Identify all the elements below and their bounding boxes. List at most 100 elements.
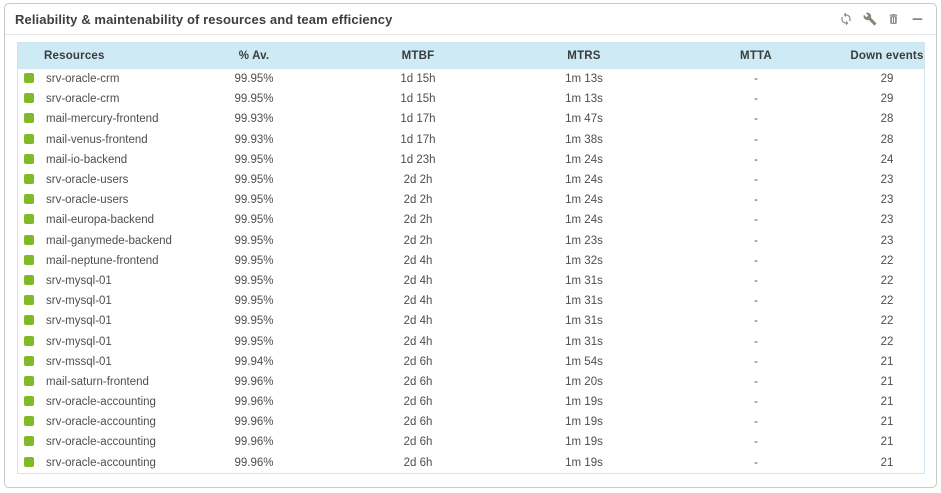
status-ok-icon [24, 295, 34, 306]
table-row: mail-ganymede-backend 99.95% 2d 2h 1m 23s - 2… [18, 231, 924, 251]
column-header-down-events: Down events [850, 43, 924, 69]
column-header-mtta: MTTA [662, 43, 850, 69]
down-events-cell: 21 [880, 456, 894, 469]
table-row: mail-io-backend 99.95% 1d 23h 1m 24s - 24 [18, 150, 924, 170]
down-events-cell: 22 [880, 295, 894, 308]
mtta-cell: - [754, 274, 758, 287]
mtta-cell: - [754, 254, 758, 267]
wrench-icon[interactable] [862, 12, 877, 27]
status-ok-icon [24, 335, 34, 346]
widget-toolbar [838, 12, 925, 27]
resource-cell: srv-mysql-01 [18, 331, 178, 351]
mtta-cell: - [754, 133, 758, 146]
resource-cell: mail-europa-backend [18, 210, 178, 230]
mtbf-cell: 1d 23h [400, 153, 436, 166]
mtbf-cell: 2d 2h [403, 194, 433, 207]
table-row: mail-saturn-frontend 99.96% 2d 6h 1m 20s - 21 [18, 372, 924, 392]
trash-icon[interactable] [886, 12, 901, 27]
minus-icon[interactable] [910, 12, 925, 27]
status-ok-icon [24, 214, 34, 225]
table-row: srv-mssql-01 99.94% 2d 6h 1m 54s - 21 [18, 352, 924, 372]
resource-name: srv-oracle-crm [46, 93, 120, 106]
status-ok-icon [24, 375, 34, 386]
availability-cell: 99.95% [234, 295, 274, 308]
status-ok-icon [24, 133, 34, 144]
mtrs-cell: 1m 19s [565, 416, 603, 429]
availability-cell: 99.96% [234, 416, 274, 429]
widget-header: Reliability & maintenability of resource… [5, 4, 936, 35]
table-row: srv-oracle-accounting 99.96% 2d 6h 1m 19s - 2… [18, 392, 924, 412]
table-row: srv-oracle-crm 99.95% 1d 15h 1m 13s - 29 [18, 69, 924, 89]
mtbf-cell: 2d 2h [403, 174, 433, 187]
resource-cell: srv-oracle-users [18, 190, 178, 210]
down-events-cell: 21 [880, 436, 894, 449]
status-ok-icon [24, 274, 34, 285]
resource-name: srv-mssql-01 [46, 355, 112, 368]
mtbf-cell: 2d 6h [403, 396, 433, 409]
status-ok-icon [24, 194, 34, 205]
availability-cell: 99.95% [234, 315, 274, 328]
status-ok-icon [24, 153, 34, 164]
availability-cell: 99.96% [234, 396, 274, 409]
down-events-cell: 23 [880, 234, 894, 247]
table-row: srv-oracle-crm 99.95% 1d 15h 1m 13s - 29 [18, 89, 924, 109]
availability-cell: 99.94% [234, 355, 274, 368]
mtrs-cell: 1m 19s [565, 456, 603, 469]
refresh-icon[interactable] [838, 12, 853, 27]
mtbf-cell: 1d 17h [400, 113, 436, 126]
table-row: srv-mysql-01 99.95% 2d 4h 1m 31s - 22 [18, 311, 924, 331]
resource-name: srv-mysql-01 [46, 295, 112, 308]
resource-cell: srv-oracle-accounting [18, 432, 178, 452]
mtbf-cell: 2d 4h [403, 295, 433, 308]
availability-cell: 99.95% [234, 174, 274, 187]
column-header-resources: Resources [18, 43, 178, 69]
mtrs-cell: 1m 31s [565, 295, 603, 308]
resource-name: srv-mysql-01 [46, 274, 112, 287]
mtrs-cell: 1m 19s [565, 436, 603, 449]
resource-name: srv-oracle-accounting [46, 416, 156, 429]
table-row: srv-oracle-users 99.95% 2d 2h 1m 24s - 23 [18, 170, 924, 190]
mtrs-cell: 1m 31s [565, 335, 603, 348]
availability-cell: 99.95% [234, 214, 274, 227]
mtbf-cell: 1d 17h [400, 133, 436, 146]
mtbf-cell: 2d 6h [403, 355, 433, 368]
mtbf-cell: 2d 2h [403, 214, 433, 227]
mtrs-cell: 1m 32s [565, 254, 603, 267]
availability-cell: 99.95% [234, 194, 274, 207]
table-row: srv-mysql-01 99.95% 2d 4h 1m 31s - 22 [18, 331, 924, 351]
widget-card: Reliability & maintenability of resource… [4, 3, 937, 488]
table-row: srv-oracle-users 99.95% 2d 2h 1m 24s - 23 [18, 190, 924, 210]
down-events-cell: 23 [880, 214, 894, 227]
availability-cell: 99.93% [234, 133, 274, 146]
down-events-cell: 21 [880, 375, 894, 388]
table-row: srv-oracle-accounting 99.96% 2d 6h 1m 19s - 2… [18, 412, 924, 432]
down-events-cell: 28 [880, 113, 894, 126]
mtrs-cell: 1m 38s [565, 133, 603, 146]
resource-name: srv-oracle-accounting [46, 456, 156, 469]
mtbf-cell: 2d 6h [403, 456, 433, 469]
widget-title: Reliability & maintenability of resource… [15, 11, 393, 27]
availability-cell: 99.96% [234, 456, 274, 469]
availability-cell: 99.96% [234, 436, 274, 449]
resource-cell: mail-io-backend [18, 150, 178, 170]
mtrs-cell: 1m 13s [565, 73, 603, 86]
resource-cell: mail-saturn-frontend [18, 372, 178, 392]
availability-cell: 99.95% [234, 274, 274, 287]
down-events-cell: 21 [880, 396, 894, 409]
status-ok-icon [24, 456, 34, 467]
mtta-cell: - [754, 194, 758, 207]
mtrs-cell: 1m 47s [565, 113, 603, 126]
mtbf-cell: 2d 6h [403, 416, 433, 429]
resource-cell: srv-mysql-01 [18, 291, 178, 311]
availability-cell: 99.93% [234, 113, 274, 126]
down-events-cell: 22 [880, 335, 894, 348]
availability-cell: 99.95% [234, 73, 274, 86]
mtrs-cell: 1m 20s [565, 375, 603, 388]
mtrs-cell: 1m 24s [565, 194, 603, 207]
column-header-availability: % Av. [178, 43, 330, 69]
reliability-table: Resources % Av. MTBF MTRS MTTA Down even… [18, 43, 924, 473]
mtta-cell: - [754, 93, 758, 106]
resource-name: mail-ganymede-backend [46, 234, 172, 247]
resource-name: srv-oracle-accounting [46, 436, 156, 449]
down-events-cell: 22 [880, 254, 894, 267]
